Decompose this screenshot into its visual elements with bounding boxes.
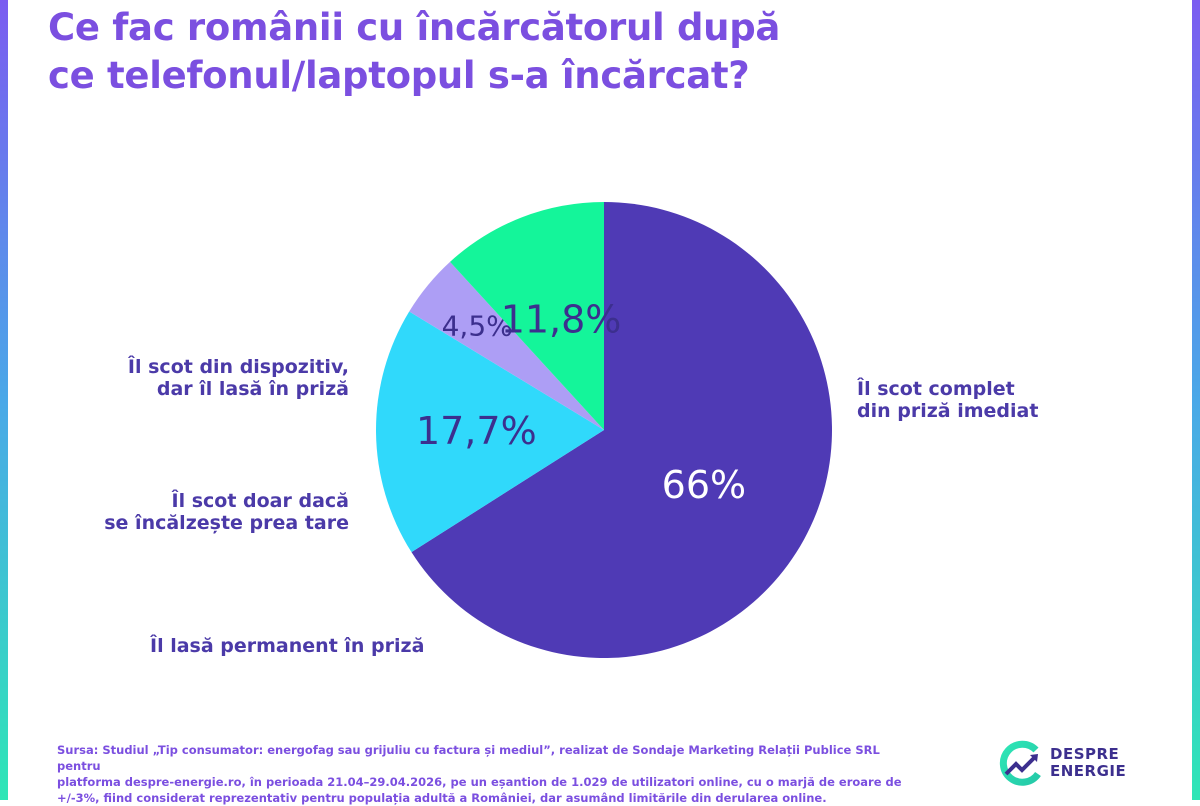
category-label-line: Îl lasă permanent în priză <box>150 635 425 657</box>
category-label-line: Îl scot din dispozitiv, <box>127 356 349 378</box>
category-label-remove-if-hot: Îl scot doar dacă se încălzește prea tar… <box>49 490 349 534</box>
despre-energie-logo-icon <box>999 740 1041 786</box>
pie-value-label-leave-plugged: 17,7% <box>416 409 537 453</box>
category-label-line: dar îl lasă în priză <box>156 378 349 400</box>
logo-wordmark: DESPRE ENERGIE <box>1050 746 1126 780</box>
category-label-line: din priză imediat <box>857 400 1039 422</box>
source-note-line: platforma despre-energie.ro, în perioada… <box>57 775 902 789</box>
logo-wordmark-line: ENERGIE <box>1050 762 1127 780</box>
pie-slice-unplug-from-device <box>450 202 604 430</box>
chart-title-line-1: Ce fac românii cu încărcătorul după <box>48 6 781 49</box>
logo-wordmark-line: DESPRE <box>1050 745 1120 763</box>
chart-title-line-2: ce telefonul/laptopul s-a încărcat? <box>48 54 750 97</box>
category-label-leave-plugged: Îl lasă permanent în priză <box>150 635 424 657</box>
despre-energie-logo: DESPRE ENERGIE <box>996 738 1146 790</box>
category-label-unplug-from-device: Îl scot din dispozitiv, dar îl lasă în p… <box>49 356 349 400</box>
chart-title: Ce fac românii cu încărcătorul după ce t… <box>48 4 948 100</box>
pie-slice-remove-immediately <box>411 202 832 658</box>
source-note: Sursa: Studiul „Tip consumator: energofa… <box>57 742 927 806</box>
category-label-line: se încălzește prea tare <box>104 512 349 534</box>
pie-slice-leave-plugged <box>376 311 604 553</box>
pie-slice-remove-if-hot <box>409 261 604 430</box>
source-note-line: Sursa: Studiul „Tip consumator: energofa… <box>57 743 880 773</box>
pie-value-label-unplug-from-device: 11,8% <box>501 297 622 341</box>
category-label-remove-immediately: Îl scot complet din priză imediat <box>857 378 1038 422</box>
category-label-line: Îl scot doar dacă <box>171 490 350 512</box>
source-note-line: +/-3%, fiind considerat reprezentativ pe… <box>57 791 827 805</box>
right-accent-bar <box>1192 0 1200 800</box>
left-accent-bar <box>0 0 8 800</box>
pie-value-label-remove-immediately: 66% <box>662 463 746 507</box>
category-label-line: Îl scot complet <box>857 378 1015 400</box>
